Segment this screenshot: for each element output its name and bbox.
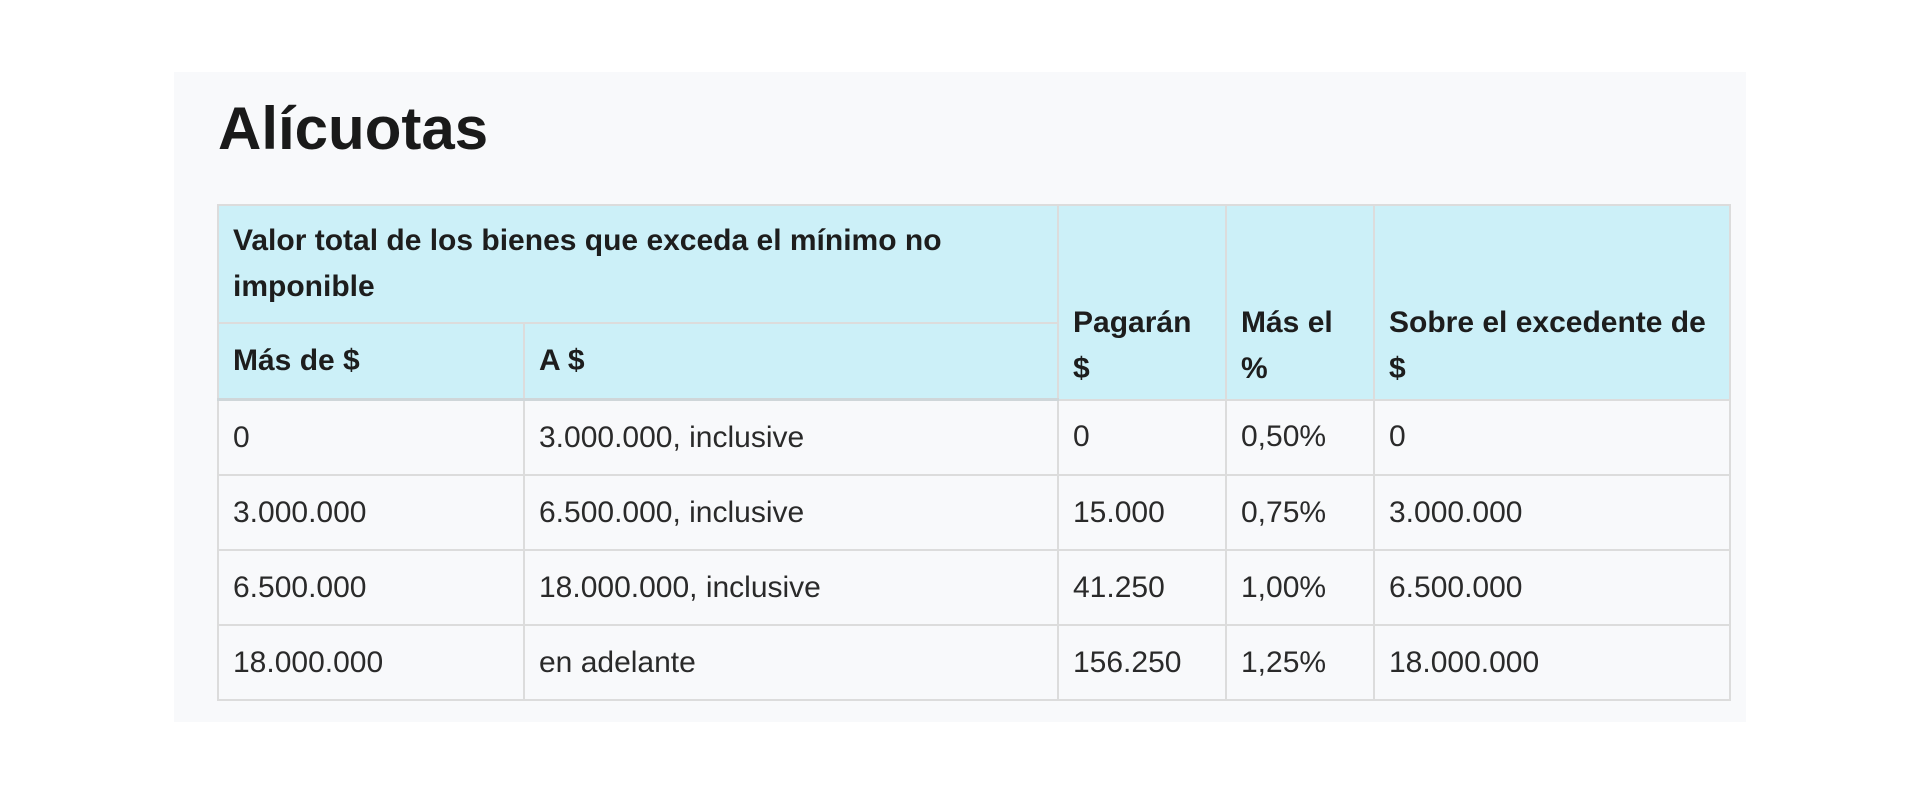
cell-over-excess: 3.000.000 [1373, 474, 1731, 551]
cell-pay: 41.250 [1057, 549, 1227, 626]
header-row-sub: Más de $ A $ [217, 322, 1730, 401]
cell-to: 3.000.000, inclusive [523, 398, 1059, 476]
cell-to: 6.500.000, inclusive [523, 474, 1059, 551]
cell-plus-pct: 0,50% [1225, 398, 1375, 476]
header-mas-de: Más de $ [217, 322, 525, 401]
cell-pay: 0 [1057, 398, 1227, 476]
cell-over-excess: 0 [1373, 398, 1731, 476]
cell-over-excess: 18.000.000 [1373, 624, 1731, 701]
cell-pay: 15.000 [1057, 474, 1227, 551]
header-pagaran: Pagarán $ [1057, 204, 1227, 401]
cell-over-excess: 6.500.000 [1373, 549, 1731, 626]
table-header: Valor total de los bienes que exceda el … [217, 204, 1731, 401]
cell-from: 18.000.000 [217, 624, 525, 701]
table-row: 3.000.000 6.500.000, inclusive 15.000 0,… [217, 474, 1731, 551]
header-a: A $ [523, 322, 1059, 401]
page-title: Alícuotas [218, 95, 489, 162]
table-row: 6.500.000 18.000.000, inclusive 41.250 1… [217, 549, 1731, 626]
cell-plus-pct: 1,00% [1225, 549, 1375, 626]
content-card: Alícuotas Valor total de los bienes que … [174, 72, 1746, 722]
table-row: 0 3.000.000, inclusive 0 0,50% 0 [217, 398, 1731, 476]
cell-plus-pct: 0,75% [1225, 474, 1375, 551]
cell-from: 0 [217, 398, 525, 476]
cell-from: 6.500.000 [217, 549, 525, 626]
header-row-group: Valor total de los bienes que exceda el … [217, 204, 1731, 401]
header-sobre-excedente: Sobre el excedente de $ [1373, 204, 1731, 401]
cell-plus-pct: 1,25% [1225, 624, 1375, 701]
cell-pay: 156.250 [1057, 624, 1227, 701]
table-body: 0 3.000.000, inclusive 0 0,50% 0 3.000.0… [217, 398, 1731, 701]
rates-table: Valor total de los bienes que exceda el … [217, 204, 1731, 701]
header-group-valor-total: Valor total de los bienes que exceda el … [217, 204, 1059, 324]
cell-from: 3.000.000 [217, 474, 525, 551]
cell-to: 18.000.000, inclusive [523, 549, 1059, 626]
cell-to: en adelante [523, 624, 1059, 701]
header-mas-el-porcentaje: Más el % [1225, 204, 1375, 401]
table-row: 18.000.000 en adelante 156.250 1,25% 18.… [217, 624, 1731, 701]
